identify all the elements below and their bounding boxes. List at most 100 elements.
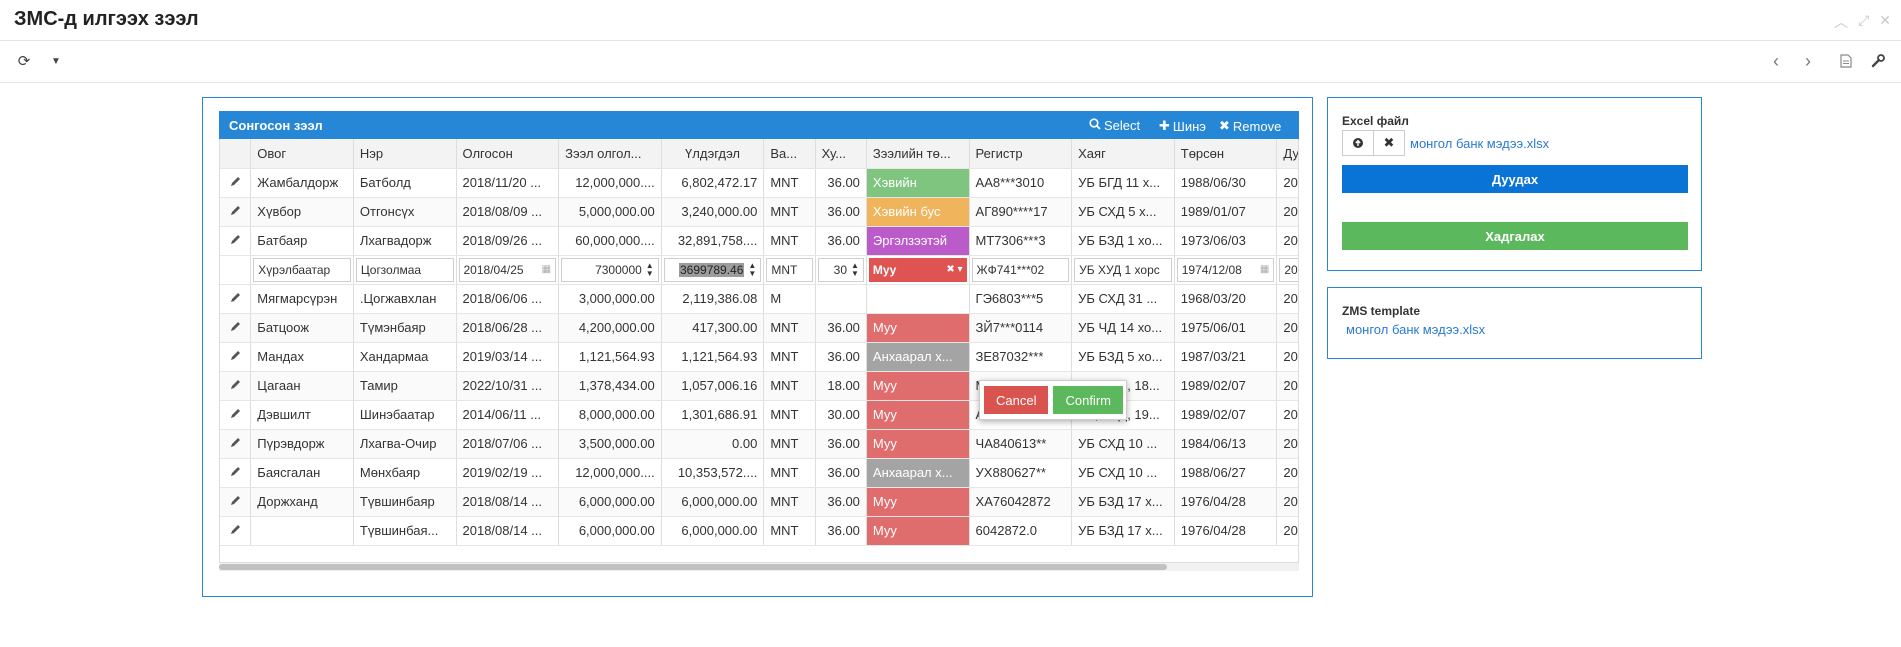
column-header[interactable]: Зээл олгол... xyxy=(558,139,662,169)
column-header[interactable]: Ху... xyxy=(815,139,867,169)
table-cell: Батбаяр xyxy=(250,226,354,256)
table-row[interactable]: Пүрэвдорж Лхагва-Очир 2018/07/06 ... 3,500,… xyxy=(220,429,1298,459)
clear-file-icon[interactable]: ✖ xyxy=(1373,130,1405,156)
select-button[interactable]: Select xyxy=(1089,118,1140,133)
table-row[interactable]: Батбаяр Лхагвадорж 2018/09/26 ... 60,000,00… xyxy=(220,226,1298,256)
template-file-link[interactable]: монгол банк мэдээ.xlsx xyxy=(1346,322,1486,337)
loans-table: Овог Нэр Олгосон Зээл олгол... Үлдэгдэл … xyxy=(220,139,1298,546)
edit-input[interactable]: ЖФ741***02 xyxy=(971,257,1070,282)
table-row[interactable]: Доржханд Түвшинбаяр 2018/08/14 ... 6,000,00… xyxy=(220,487,1298,517)
table-cell: 1989/01/07 xyxy=(1174,197,1278,227)
call-button[interactable]: Дуудах xyxy=(1342,165,1688,193)
table-header-row: Овог Нэр Олгосон Зээл олгол... Үлдэгдэл … xyxy=(220,139,1298,169)
chevron-left-icon[interactable]: ‹ xyxy=(1773,50,1779,71)
table-row[interactable]: Хүрэлбаатар Цогзолмаа 2018/04/25 ▦ 7300000 ▲ ▼… xyxy=(220,255,1298,285)
spinner-icon[interactable]: ▲ ▼ xyxy=(748,260,757,278)
edit-field-cell: Цогзолмаа xyxy=(353,255,457,285)
table-cell: ХА76042872 xyxy=(969,487,1073,517)
table-cell: ЧА840613** xyxy=(969,429,1073,459)
pencil-icon[interactable] xyxy=(220,168,252,198)
table-row[interactable]: Баясгалан Мөнхбаяр 2019/02/19 ... 12,000,00… xyxy=(220,458,1298,488)
maximize-icon[interactable]: ⤢ xyxy=(1858,12,1870,28)
collapse-icon[interactable]: ︿ xyxy=(1834,14,1849,30)
table-row[interactable]: Жамбалдорж Батболд 2018/11/20 ... 12,000,00… xyxy=(220,168,1298,198)
edit-input[interactable]: 1974/12/08 ▦ xyxy=(1176,257,1275,282)
pencil-icon[interactable] xyxy=(220,458,252,488)
table-cell: ЗЕ87032*** xyxy=(969,342,1073,372)
edit-input[interactable]: 7300000 ▲ ▼ xyxy=(561,257,659,282)
table-row[interactable]: Батцоож Түмэнбаяр 2018/06/28 ... 4,200,000.… xyxy=(220,313,1298,343)
new-button[interactable]: ✚ Шинэ xyxy=(1159,118,1206,134)
column-header[interactable]: Ва... xyxy=(763,139,816,169)
table-cell: Отгонсүх xyxy=(353,197,457,227)
table-row[interactable]: Мандах Хандармаа 2019/03/14 ... 1,121,564.9… xyxy=(220,342,1298,372)
edit-field-cell: Муу ✖ ▾ xyxy=(866,255,970,285)
cancel-button[interactable]: Cancel xyxy=(984,386,1049,414)
table-row[interactable]: Түвшинбая... 2018/08/14 ... 6,000,000.00 6,… xyxy=(220,516,1298,546)
upload-icon[interactable] xyxy=(1342,130,1374,156)
column-header[interactable]: Регистр xyxy=(969,139,1073,169)
clear-caret-icon[interactable]: ✖ ▾ xyxy=(946,264,963,275)
edit-input[interactable]: Цогзолмаа xyxy=(355,257,454,282)
confirm-button[interactable]: Confirm xyxy=(1053,386,1123,414)
column-header[interactable]: Нэр xyxy=(353,139,457,169)
table-cell: 6,000,000.00 xyxy=(558,516,662,546)
spinner-icon[interactable]: ▲ ▼ xyxy=(851,260,859,278)
pencil-icon[interactable] xyxy=(220,226,252,256)
dropdown-caret-icon[interactable]: ▼ xyxy=(51,55,61,67)
column-header[interactable]: Үлдэгдэл xyxy=(661,139,765,169)
calendar-icon[interactable]: ▦ xyxy=(541,264,552,275)
pencil-icon[interactable] xyxy=(220,284,252,314)
column-header[interactable]: Овог xyxy=(250,139,354,169)
pencil-icon[interactable] xyxy=(220,429,252,459)
chevron-right-icon[interactable]: › xyxy=(1805,50,1811,71)
document-icon[interactable] xyxy=(1836,51,1856,71)
pencil-icon[interactable] xyxy=(220,487,252,517)
remove-button[interactable]: ✖ Remove xyxy=(1219,118,1281,134)
table-cell: Пүрэвдорж xyxy=(250,429,354,459)
edit-input[interactable]: 2018/04/25 ▦ xyxy=(458,257,557,282)
column-header[interactable]: Хаяг xyxy=(1071,139,1175,169)
table-cell: 2016-0 xyxy=(1276,400,1298,430)
scrollbar-thumb[interactable] xyxy=(219,564,1167,570)
status-select[interactable]: Муу ✖ ▾ xyxy=(868,257,967,282)
column-header[interactable]: Зээлийн тө... xyxy=(866,139,970,169)
wrench-icon[interactable] xyxy=(1868,51,1888,71)
calendar-icon[interactable]: ▦ xyxy=(1259,264,1270,275)
pencil-icon[interactable] xyxy=(220,371,252,401)
spinner-icon[interactable]: ▲ ▼ xyxy=(645,260,654,278)
table-cell: 1,057,006.16 xyxy=(661,371,765,401)
edit-input[interactable]: Хүрэлбаатар xyxy=(253,257,351,282)
pencil-icon[interactable] xyxy=(220,400,252,430)
pencil-icon[interactable] xyxy=(220,313,252,343)
edit-input[interactable]: УБ ХУД 1 хорс xyxy=(1074,257,1172,282)
edit-input[interactable]: 3699789.46 ▲ ▼ xyxy=(663,257,762,282)
pencil-icon[interactable] xyxy=(220,342,252,372)
table-cell: 36.00 xyxy=(815,226,867,256)
edit-input[interactable]: 30 ▲ ▼ xyxy=(817,257,864,282)
column-header[interactable]: Дуусах xyxy=(1276,139,1298,169)
table-cell: УБ ЧД 14 хо... xyxy=(1071,313,1175,343)
edit-field-cell: УБ ХУД 1 хорс xyxy=(1071,255,1175,285)
refresh-icon[interactable]: ⟳ xyxy=(17,53,31,70)
excel-label: Excel файл xyxy=(1342,114,1409,128)
table-row[interactable]: Мягмарсүрэн .Цогжавхлан 2018/06/06 ... 3,00… xyxy=(220,284,1298,314)
table-row[interactable]: Хүвбор Отгонсүх 2018/08/09 ... 5,000,000.00… xyxy=(220,197,1298,227)
close-icon[interactable]: ✕ xyxy=(1879,12,1891,28)
table-row[interactable]: Дэвшилт Шинэбаатар 2014/06/11 ... 8,000,000… xyxy=(220,400,1298,430)
edit-input[interactable]: MNT xyxy=(766,257,813,282)
save-button[interactable]: Хадгалах xyxy=(1342,222,1688,250)
excel-file-link[interactable]: монгол банк мэдээ.xlsx xyxy=(1410,136,1550,151)
edit-input-value: Хүрэлбаатар xyxy=(258,262,331,277)
pencil-icon[interactable] xyxy=(220,197,252,227)
horizontal-scrollbar[interactable] xyxy=(219,563,1299,571)
loans-grid: Овог Нэр Олгосон Зээл олгол... Үлдэгдэл … xyxy=(219,139,1299,563)
column-header[interactable]: Төрсөн xyxy=(1174,139,1278,169)
table-cell: Түвшинбаяр xyxy=(353,487,457,517)
column-header[interactable]: Олгосон xyxy=(456,139,560,169)
pencil-icon[interactable] xyxy=(220,516,252,546)
table-row[interactable]: Цагаан Тамир 2022/10/31 ... 1,378,434.00 1,0… xyxy=(220,371,1298,401)
